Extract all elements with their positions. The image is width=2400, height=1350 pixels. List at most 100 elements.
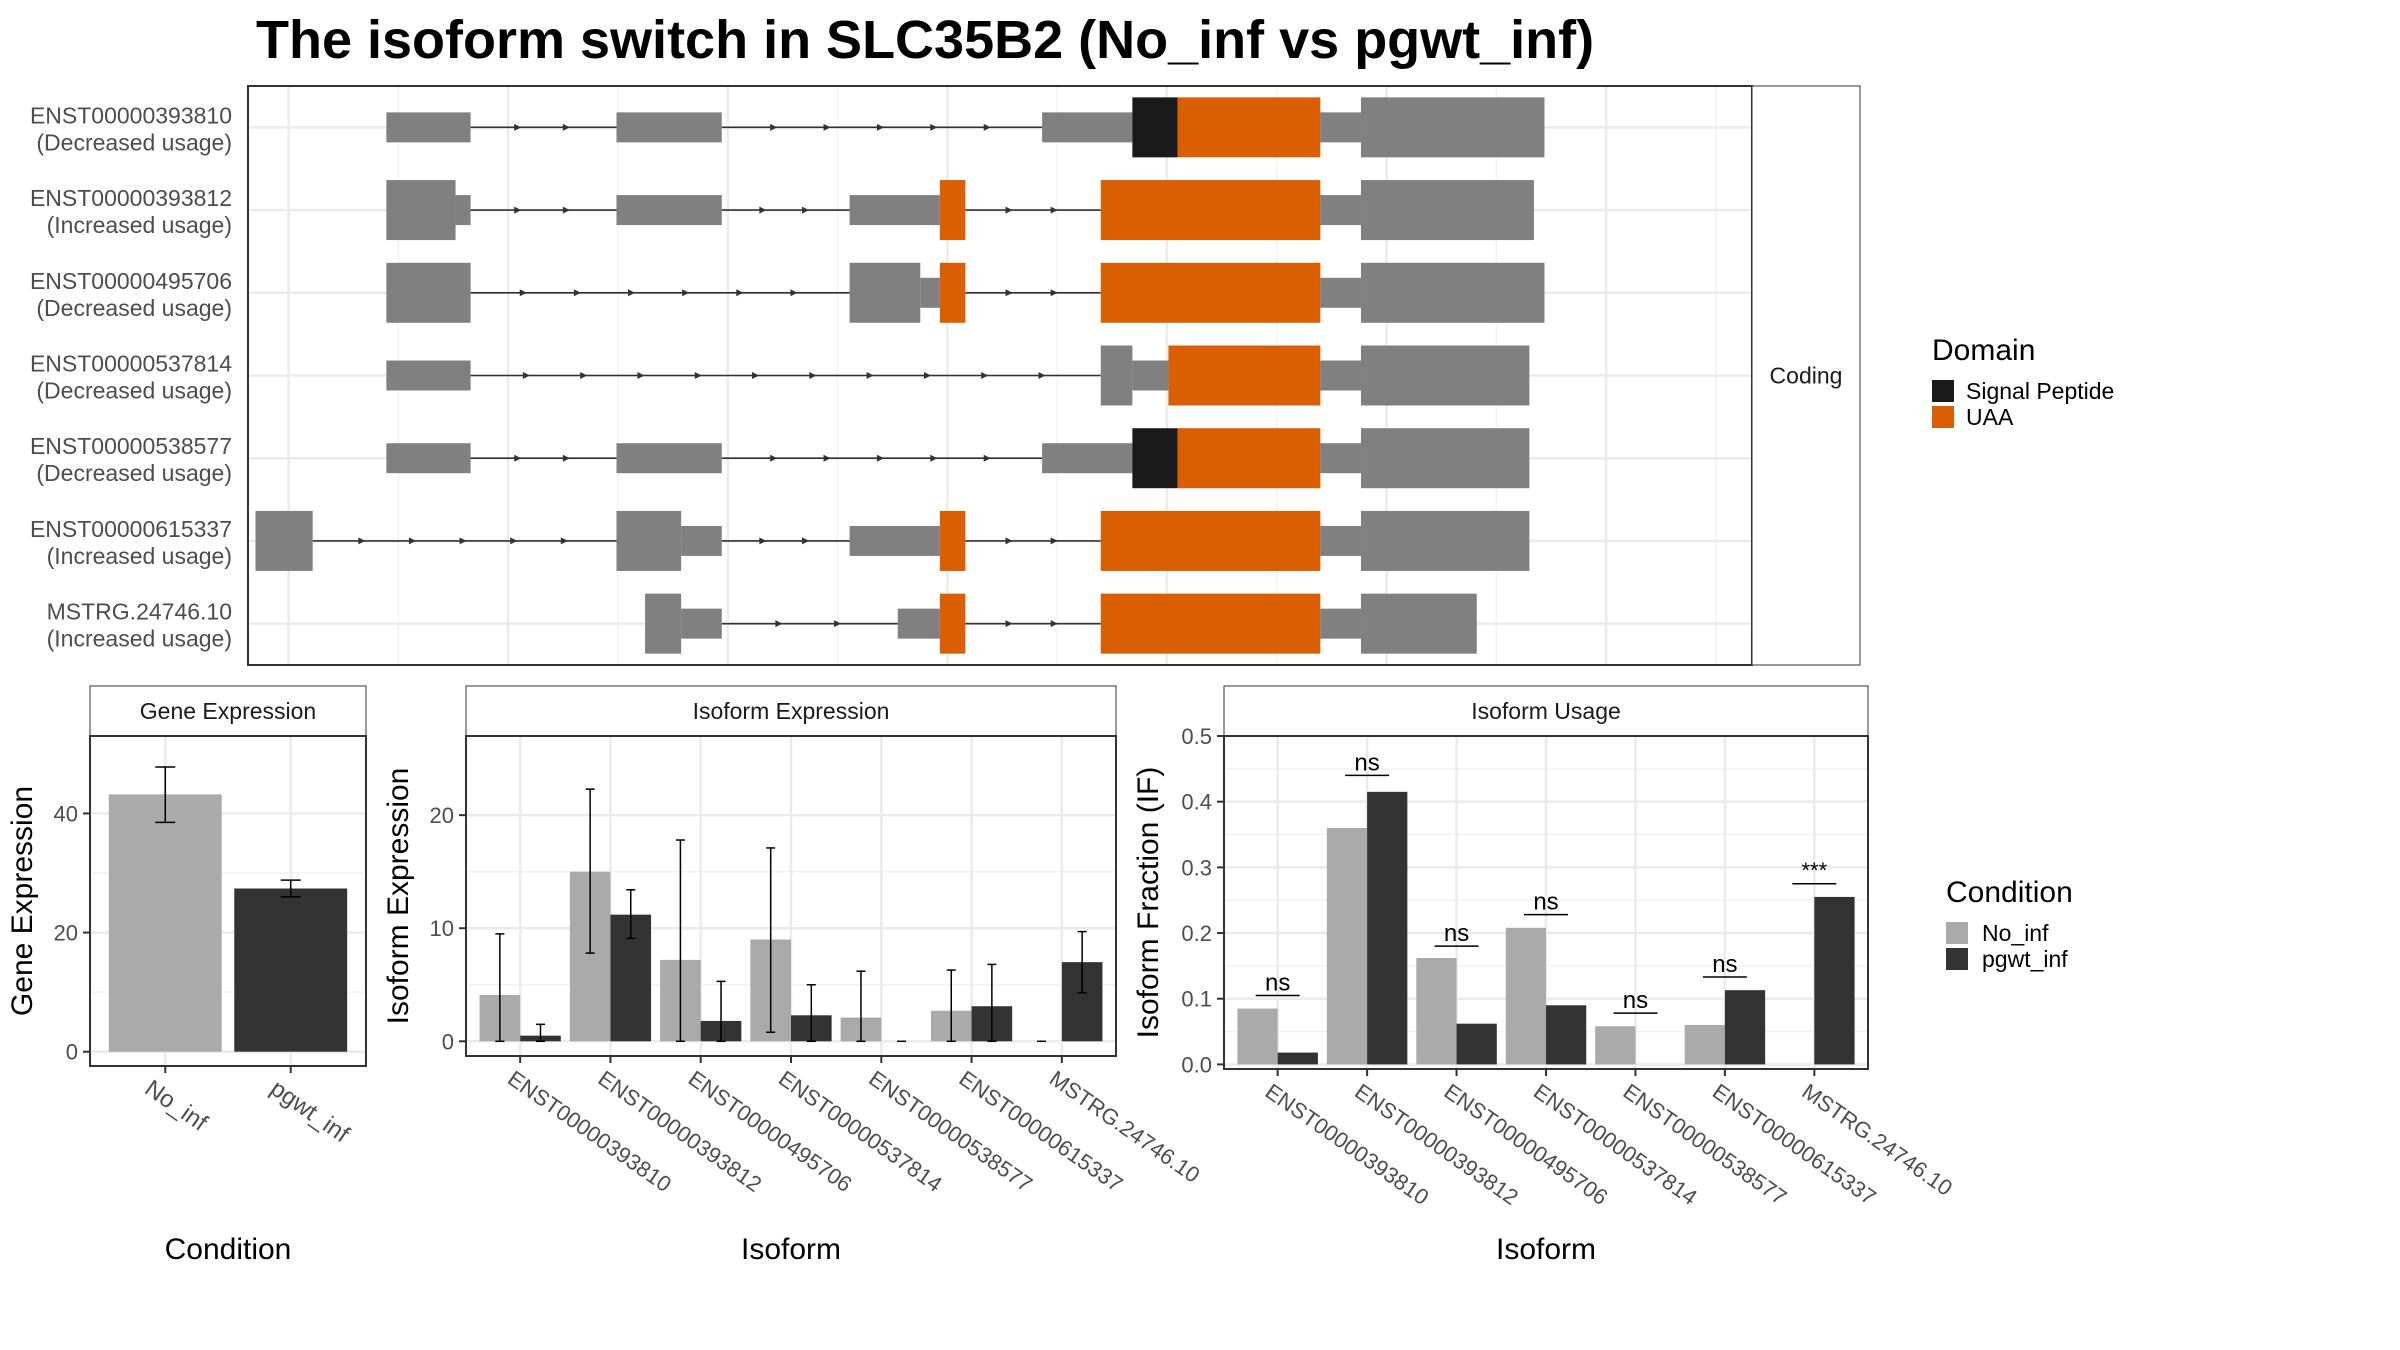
intron-arrow [637, 372, 645, 379]
coding-exon [386, 180, 456, 241]
isoform-label: ENST00000393812 [30, 185, 232, 211]
significance-label: ns [1444, 920, 1469, 947]
x-tick-label: ENST00000393810 [503, 1066, 676, 1197]
significance-label: *** [1801, 858, 1827, 883]
bar [108, 794, 222, 1052]
coding-exon [1360, 180, 1534, 241]
facet-strip-label: Coding [1770, 363, 1843, 389]
utr-exon [1320, 360, 1361, 391]
isoform-expression-panel: Isoform Expression01020ENST00000393810EN… [382, 685, 1205, 1266]
x-axis-title: Isoform [1496, 1233, 1596, 1266]
intron-arrow [876, 454, 884, 462]
intron-arrow [408, 537, 416, 545]
intron-arrow [562, 454, 570, 462]
intron-arrow [866, 372, 874, 379]
utr-exon [1320, 608, 1361, 639]
transcript-structure-panel: ENST00000393810(Decreased usage)ENST0000… [30, 85, 1861, 666]
uaa-domain [1100, 593, 1321, 654]
isoform-label: ENST00000495706 [30, 268, 232, 294]
bar [1546, 1005, 1587, 1065]
utr-exon [1042, 443, 1133, 474]
y-tick-label: 0.3 [1181, 855, 1212, 880]
intron-arrow [1050, 620, 1058, 628]
intron-arrow [1038, 372, 1046, 379]
facet-strip [89, 685, 367, 737]
intron-arrow [834, 620, 842, 628]
intron-arrow [983, 454, 991, 462]
isoform-usage-label: (Decreased usage) [36, 378, 232, 404]
intron-arrow [358, 537, 366, 545]
significance-label: ns [1265, 969, 1290, 996]
intron-arrow [1005, 289, 1013, 297]
intron-arrow [1050, 206, 1058, 214]
utr-exon [1320, 525, 1361, 556]
intron-arrow [983, 123, 991, 131]
x-tick-label: ENST00000495706 [1440, 1079, 1613, 1210]
utr-exon [616, 195, 722, 226]
intron-arrow [522, 372, 530, 379]
isoform-usage-label: (Decreased usage) [36, 295, 232, 321]
coding-exon [1360, 593, 1477, 654]
bar [1237, 1008, 1278, 1065]
y-axis-title: Isoform Expression [382, 768, 415, 1025]
condition-legend-title: Condition [1946, 876, 2073, 909]
x-tick-label: ENST00000495706 [684, 1066, 857, 1197]
intron-arrow [809, 372, 817, 379]
isoform-usage-label: (Increased usage) [47, 626, 232, 652]
coding-exon [1360, 510, 1530, 571]
x-tick-label: MSTRG.24746.10 [1045, 1066, 1205, 1188]
intron-arrow [560, 537, 568, 545]
domain-legend-key [1932, 380, 1954, 402]
condition-legend-label: pgwt_inf [1982, 946, 2068, 972]
gene-expression-panel: Gene Expression 0 20 40 No_inf pgwt_inf Condit… [6, 685, 367, 1266]
facet-strip [465, 685, 1117, 737]
significance-label: ns [1533, 889, 1558, 916]
isoform-usage-label: (Increased usage) [47, 212, 232, 238]
uaa-domain [1100, 262, 1321, 323]
x-tick-label: ENST00000537814 [774, 1066, 947, 1197]
utr-exon [616, 443, 722, 474]
intron-arrow [459, 537, 467, 545]
uaa-domain [1177, 428, 1321, 489]
utr-exon [1320, 443, 1361, 474]
y-tick-label: 0.2 [1181, 921, 1212, 946]
uaa-domain [939, 180, 966, 241]
panel-border [89, 735, 367, 1067]
intron-arrow [923, 372, 931, 379]
intron-arrow [514, 206, 522, 214]
intron-arrow [770, 123, 778, 131]
x-tick-label: ENST00000538577 [1619, 1079, 1792, 1210]
intron-arrow [580, 372, 588, 379]
isoform-label: ENST00000537814 [30, 351, 232, 377]
signal-peptide-domain [1132, 428, 1178, 489]
x-tick-label: ENST00000538577 [864, 1066, 1037, 1197]
utr-exon [897, 608, 940, 639]
uaa-domain [1168, 345, 1321, 406]
x-tick-label: ENST00000615337 [1708, 1079, 1881, 1210]
coding-exon [1100, 345, 1133, 406]
coding-exon [255, 510, 313, 571]
coding-exon [849, 262, 921, 323]
y-tick-label: 0.1 [1181, 987, 1212, 1012]
domain-legend-label: Signal Peptide [1966, 378, 2114, 404]
utr-exon [1320, 112, 1361, 143]
intron-arrow [519, 289, 527, 297]
bar [1326, 827, 1368, 1065]
x-tick-label: ENST00000393810 [1261, 1079, 1434, 1210]
bar [1416, 958, 1457, 1065]
coding-exon [645, 593, 682, 654]
intron-arrow [876, 123, 884, 131]
intron-arrow [759, 206, 767, 214]
domain-legend-key [1932, 406, 1954, 428]
isoform-label: MSTRG.24746.10 [47, 599, 232, 625]
y-axis-title: Isoform Fraction (IF) [1132, 767, 1165, 1039]
bar [234, 888, 348, 1052]
domain-legend-title: Domain [1932, 334, 2035, 367]
utr-exon [849, 525, 940, 556]
intron-arrow [514, 123, 522, 131]
x-tick-label: MSTRG.24746.10 [1797, 1079, 1957, 1201]
isoform-usage-label: (Decreased usage) [36, 460, 232, 486]
